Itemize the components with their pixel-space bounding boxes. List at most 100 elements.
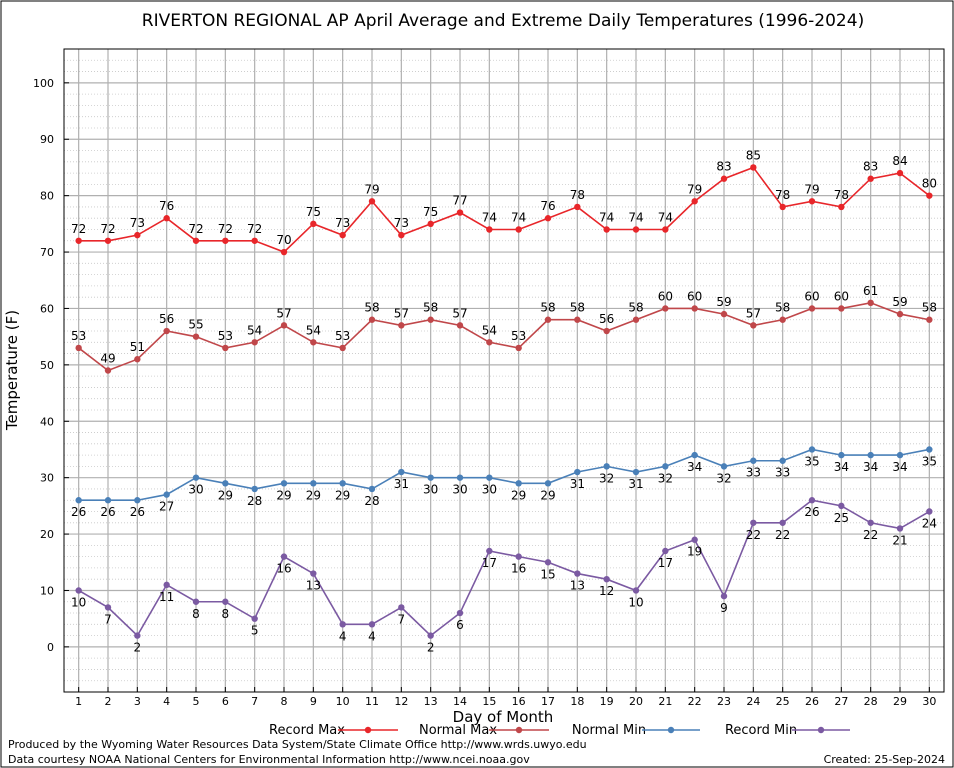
record-min-data-label: 4 xyxy=(368,629,376,643)
record-max-data-label: 85 xyxy=(746,148,761,162)
y-tick-label: 80 xyxy=(40,190,54,203)
y-tick-label: 0 xyxy=(47,641,54,654)
footer-created: Created: 25-Sep-2024 xyxy=(824,753,945,766)
record-max-point xyxy=(75,237,82,244)
record-max-point xyxy=(427,220,434,228)
record-min-data-label: 15 xyxy=(540,567,555,581)
normal-max-point xyxy=(838,305,845,312)
normal-min-point xyxy=(867,451,874,459)
y-tick-label: 10 xyxy=(40,584,54,597)
normal-max-point xyxy=(427,316,434,323)
x-tick-label: 24 xyxy=(746,695,760,708)
record-max-point xyxy=(222,237,229,244)
normal-min-data-label: 31 xyxy=(394,477,409,491)
x-tick-label: 8 xyxy=(281,695,288,708)
footer-courtesy: Data courtesy NOAA National Centers for … xyxy=(8,753,530,766)
normal-max-data-label: 59 xyxy=(716,295,731,309)
x-tick-label: 6 xyxy=(222,695,229,708)
normal-max-point xyxy=(104,367,112,374)
normal-min-data-label: 29 xyxy=(335,488,350,502)
normal-min-data-label: 34 xyxy=(687,460,702,474)
x-tick-label: 16 xyxy=(512,695,526,708)
record-max-line xyxy=(78,166,930,253)
x-tick-label: 3 xyxy=(134,695,141,708)
normal-min-data-label: 30 xyxy=(188,483,203,497)
normal-min-point xyxy=(691,451,698,459)
record-min-data-label: 17 xyxy=(482,556,497,570)
record-max-point xyxy=(280,248,288,256)
record-max-point xyxy=(662,226,669,233)
record-min-point xyxy=(867,519,874,526)
normal-max-point xyxy=(662,305,669,312)
normal-min-data-label: 31 xyxy=(570,477,585,491)
record-max-data-label: 73 xyxy=(130,216,145,230)
record-max-data-label: 79 xyxy=(804,182,819,196)
record-max-data-label: 72 xyxy=(218,222,233,236)
record-min-point xyxy=(163,581,170,589)
record-min-point xyxy=(720,592,728,600)
record-max-point xyxy=(163,215,170,222)
x-tick-label: 9 xyxy=(310,695,317,708)
normal-min-point xyxy=(544,480,552,487)
record-min-data-label: 8 xyxy=(222,607,230,621)
normal-min-data-label: 27 xyxy=(159,500,174,514)
normal-min-data-label: 35 xyxy=(804,454,819,468)
normal-max-point xyxy=(222,344,229,352)
record-min-data-label: 7 xyxy=(104,612,112,626)
record-min-data-label: 16 xyxy=(511,562,526,576)
record-min-data-label: 13 xyxy=(570,579,585,593)
record-max-point xyxy=(808,198,816,205)
x-tick-label: 2 xyxy=(105,695,112,708)
legend-label-record-max: Record Max xyxy=(269,723,345,738)
record-max-data-label: 84 xyxy=(892,154,907,168)
record-max-data-label: 83 xyxy=(863,160,878,174)
record-min-data-label: 16 xyxy=(276,562,291,576)
footer-producer: Produced by the Wyoming Water Resources … xyxy=(8,738,587,751)
normal-min-point xyxy=(720,463,728,470)
normal-min-point xyxy=(838,451,845,459)
normal-max-point xyxy=(720,310,728,318)
normal-max-data-label: 54 xyxy=(247,323,262,337)
x-tick-label: 4 xyxy=(163,695,170,708)
normal-max-data-label: 57 xyxy=(746,306,761,320)
legend-marker-record-max xyxy=(364,726,372,734)
normal-max-data-label: 56 xyxy=(159,312,174,326)
record-min-line xyxy=(78,499,930,637)
y-tick-label: 30 xyxy=(40,472,54,485)
normal-max-data-label: 58 xyxy=(570,301,585,315)
normal-max-data-label: 60 xyxy=(687,289,702,303)
record-min-data-label: 8 xyxy=(192,607,200,621)
normal-max-data-label: 49 xyxy=(100,352,115,366)
record-max-point xyxy=(603,226,610,233)
record-max-data-label: 83 xyxy=(716,160,731,174)
x-tick-label: 15 xyxy=(482,695,496,708)
normal-max-point xyxy=(896,310,904,318)
record-min-data-label: 11 xyxy=(159,590,174,604)
record-max-point xyxy=(779,203,786,211)
y-axis-ticks: 0 10 20 30 40 50 60 70 80 90 100 xyxy=(33,77,69,654)
record-min-point xyxy=(104,604,112,611)
record-max-point xyxy=(632,226,640,233)
normal-min-data-label: 29 xyxy=(511,488,526,502)
record-min-point xyxy=(222,598,229,605)
record-max-point xyxy=(398,231,405,239)
normal-max-data-label: 58 xyxy=(775,301,790,315)
record-max-point xyxy=(456,209,464,216)
x-tick-label: 1 xyxy=(75,695,82,708)
record-max-data-label: 77 xyxy=(452,194,467,208)
normal-min-data-label: 33 xyxy=(775,466,790,480)
record-min-point xyxy=(544,559,552,566)
record-max-data-label: 78 xyxy=(775,188,790,202)
normal-max-data-label: 54 xyxy=(482,323,497,337)
normal-min-point xyxy=(398,468,405,476)
normal-min-point xyxy=(104,497,112,504)
legend-label-normal-min: Normal Min xyxy=(572,723,646,738)
normal-max-point xyxy=(368,316,376,323)
y-tick-label: 100 xyxy=(33,77,54,90)
record-min-data-label: 17 xyxy=(658,556,673,570)
normal-min-data-label: 26 xyxy=(130,505,145,519)
record-max-data-label: 74 xyxy=(482,210,497,224)
normal-max-data-label: 57 xyxy=(452,306,467,320)
record-max-data-label: 72 xyxy=(71,222,86,236)
